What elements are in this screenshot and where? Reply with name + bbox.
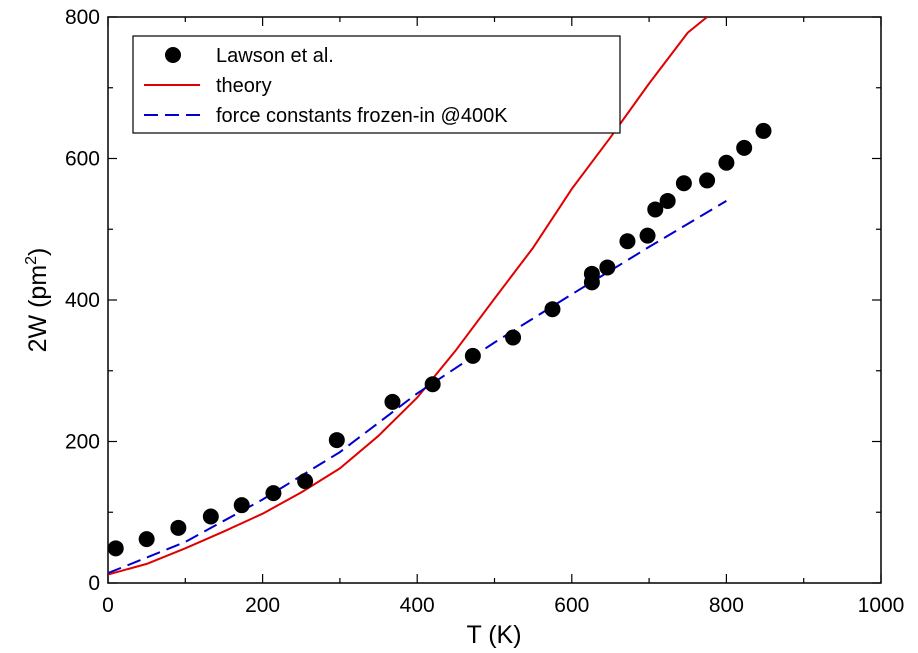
x-tick-label: 0 — [102, 594, 114, 617]
y-tick-label: 400 — [65, 289, 100, 312]
y-tick-label: 800 — [65, 6, 100, 29]
x-tick-label: 200 — [245, 594, 280, 617]
legend-label-theory: theory — [216, 75, 272, 97]
data-point-lawson-et-al — [647, 201, 664, 218]
data-point-lawson-et-al — [424, 376, 441, 393]
data-point-lawson-et-al — [384, 393, 401, 410]
y-axis-title: 2W (pm2) — [23, 248, 52, 353]
data-point-lawson-et-al — [505, 329, 522, 346]
data-point-lawson-et-al — [297, 473, 314, 490]
data-point-lawson-et-al — [619, 233, 636, 250]
legend-box — [132, 35, 621, 134]
x-tick-label: 400 — [400, 594, 435, 617]
data-point-lawson-et-al — [233, 497, 250, 514]
legend: Lawson et al. theory force constants fro… — [132, 35, 621, 134]
series-lines — [108, 17, 727, 576]
data-point-lawson-et-al — [599, 259, 616, 276]
data-point-lawson-et-al — [107, 540, 124, 557]
legend-marker-lawson — [165, 47, 181, 63]
data-point-lawson-et-al — [202, 508, 219, 525]
data-point-lawson-et-al — [328, 432, 345, 449]
series-line-force-constants-frozen-in-400k — [108, 200, 727, 575]
data-point-lawson-et-al — [639, 227, 656, 244]
data-point-lawson-et-al — [659, 192, 676, 209]
data-point-lawson-et-al — [755, 122, 772, 139]
data-point-lawson-et-al — [675, 175, 692, 192]
data-point-lawson-et-al — [170, 519, 187, 536]
data-point-lawson-et-al — [544, 301, 561, 318]
data-point-lawson-et-al — [265, 485, 282, 502]
y-tick-label: 600 — [65, 148, 100, 171]
y-axis-title-main: 2W (pm — [24, 265, 52, 353]
y-tick-label: 200 — [65, 431, 100, 454]
data-point-lawson-et-al — [464, 347, 481, 364]
y-tick-label: 0 — [88, 572, 100, 595]
legend-label-frozen: force constants frozen-in @400K — [216, 105, 508, 127]
data-point-lawson-et-al — [718, 154, 735, 171]
data-point-lawson-et-al — [699, 172, 716, 189]
series-line-theory — [108, 17, 708, 576]
legend-label-lawson: Lawson et al. — [216, 45, 334, 67]
series-markers — [107, 122, 772, 557]
y-axis-title-superscript: 2 — [23, 256, 40, 265]
x-tick-label: 1000 — [858, 594, 905, 617]
ticks: 0 200 400 600 800 1000 0 200 400 600 800 — [65, 6, 904, 617]
x-axis-title: T (K) — [466, 621, 521, 649]
data-point-lawson-et-al — [583, 265, 600, 282]
data-point-lawson-et-al — [736, 139, 753, 156]
y-axis-title-close: ) — [24, 248, 52, 256]
x-tick-label: 800 — [709, 594, 744, 617]
x-tick-label: 600 — [554, 594, 589, 617]
data-point-lawson-et-al — [138, 531, 155, 548]
